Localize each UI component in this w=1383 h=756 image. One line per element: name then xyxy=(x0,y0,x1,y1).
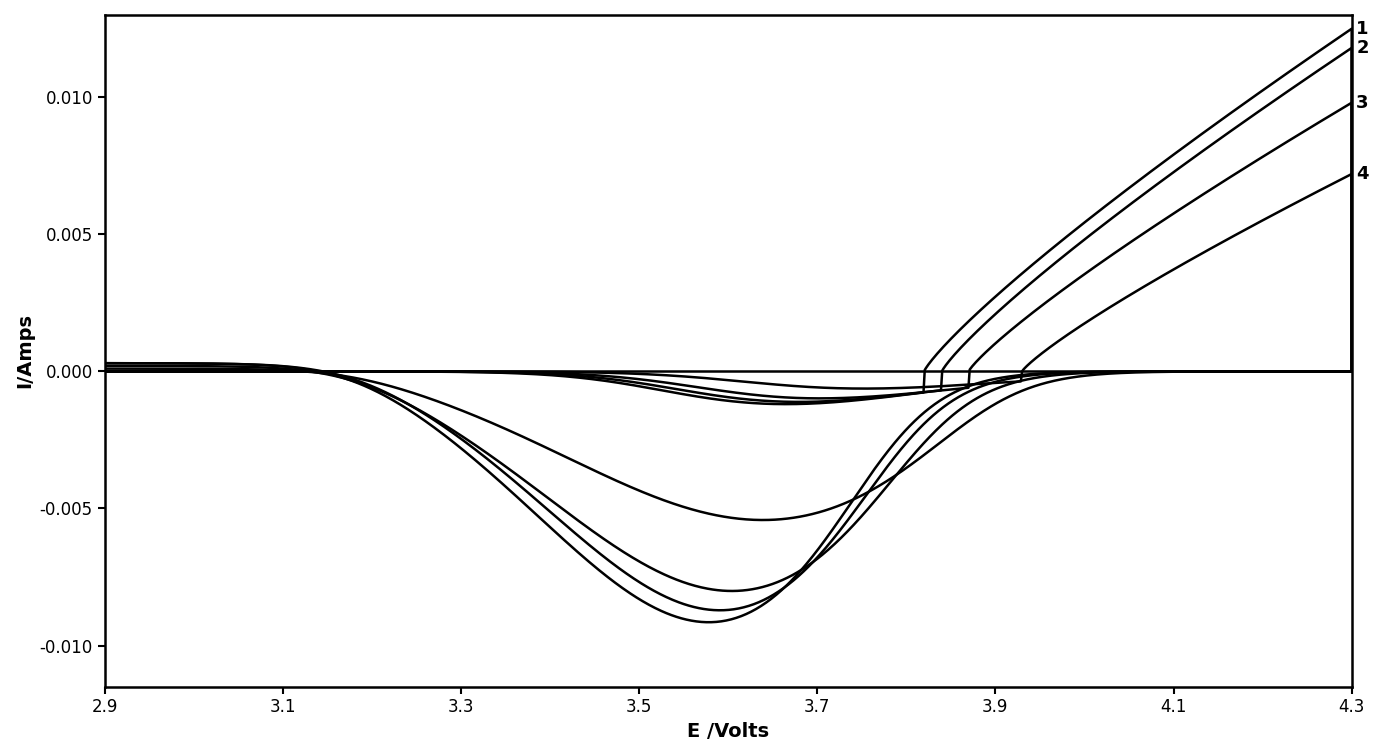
Y-axis label: I/Amps: I/Amps xyxy=(15,313,35,389)
X-axis label: E /Volts: E /Volts xyxy=(687,722,769,741)
Text: 4: 4 xyxy=(1357,165,1369,183)
Text: 2: 2 xyxy=(1357,39,1369,57)
Text: 3: 3 xyxy=(1357,94,1369,112)
Text: 1: 1 xyxy=(1357,20,1369,38)
